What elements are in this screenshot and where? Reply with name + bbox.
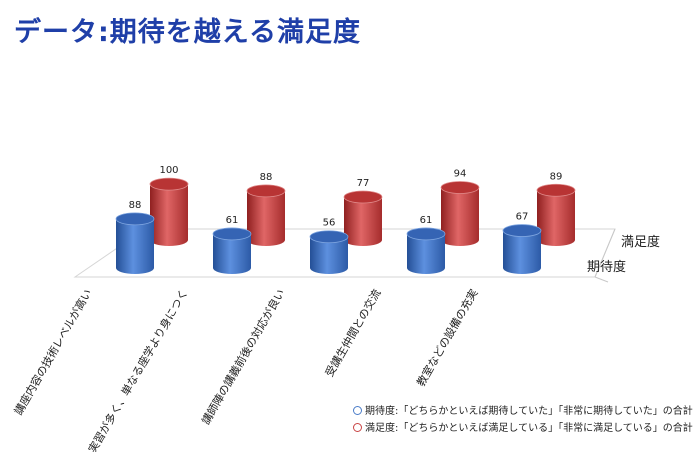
category-label-2: 実習が多く、単なる座学より身につく: [85, 287, 191, 452]
bar-expectation-4: [406, 227, 446, 274]
data-label-satisfaction-2: 88: [260, 172, 273, 183]
category-label-1: 講座内容の技術レベルが高い: [11, 287, 95, 418]
legend-expectation-text: 期待度:「どちらかといえば期待していた」「非常に期待していた」の合計: [365, 406, 693, 417]
floor-edge-tick: [594, 276, 609, 283]
category-label-5: 教室などの設備の充実: [413, 287, 480, 389]
chart-title: データ:期待を越える満足度: [14, 17, 361, 48]
series-label-expectation: 期待度: [587, 259, 626, 275]
bar-satisfaction-3: [343, 190, 383, 246]
floor-edge: [594, 228, 616, 278]
category-label-3: 講師陣の講義前後の対応が良い: [198, 287, 287, 427]
legend-satisfaction-text: 満足度:「どちらかといえば満足している」「非常に満足している」の合計: [365, 423, 693, 434]
data-label-expectation-5: 67: [516, 212, 529, 223]
data-label-expectation-4: 61: [420, 215, 433, 226]
legend-expectation-marker: [353, 406, 362, 415]
bar-expectation-2: [212, 227, 252, 274]
bar-satisfaction-2: [246, 184, 286, 246]
series-label-satisfaction: 満足度: [621, 234, 660, 250]
data-label-expectation-2: 61: [226, 215, 239, 226]
data-label-satisfaction-1: 100: [159, 165, 178, 176]
legend-satisfaction: 満足度:「どちらかといえば満足している」「非常に満足している」の合計: [353, 419, 693, 434]
legend-satisfaction-marker: [353, 423, 362, 432]
data-label-expectation-3: 56: [323, 218, 336, 229]
category-label-4: 受講生仲間との交流: [322, 287, 384, 380]
bar-expectation-5: [502, 224, 542, 274]
data-label-satisfaction-3: 77: [357, 178, 370, 189]
bar-expectation-3: [309, 230, 349, 274]
data-label-satisfaction-4: 94: [454, 168, 467, 179]
data-label-expectation-1: 88: [129, 200, 142, 211]
bar-satisfaction-4: [440, 181, 480, 246]
bar-satisfaction-1: [149, 177, 189, 246]
legend-expectation: 期待度:「どちらかといえば期待していた」「非常に期待していた」の合計: [353, 402, 693, 417]
bar-satisfaction-5: [536, 183, 576, 246]
bar-expectation-1: [115, 212, 155, 274]
data-label-satisfaction-5: 89: [550, 171, 563, 182]
